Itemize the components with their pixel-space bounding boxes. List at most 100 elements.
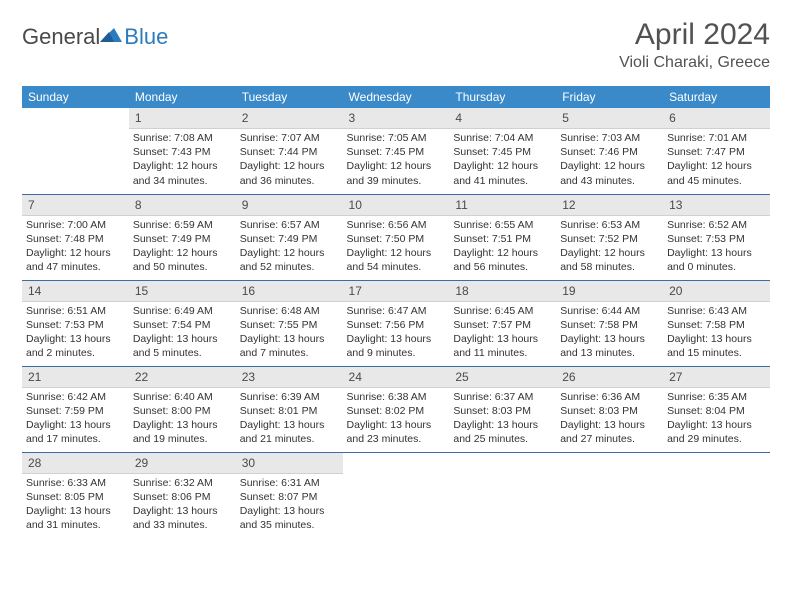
day-details: Sunrise: 7:08 AMSunset: 7:43 PMDaylight:… [129,129,236,192]
day-details: Sunrise: 6:51 AMSunset: 7:53 PMDaylight:… [22,302,129,365]
sunset-line: Sunset: 8:01 PM [240,404,339,418]
day-header: Saturday [663,86,770,108]
calendar-cell: 13Sunrise: 6:52 AMSunset: 7:53 PMDayligh… [663,194,770,280]
calendar-cell: 19Sunrise: 6:44 AMSunset: 7:58 PMDayligh… [556,280,663,366]
calendar-week-row: 14Sunrise: 6:51 AMSunset: 7:53 PMDayligh… [22,280,770,366]
sunrise-line: Sunrise: 7:08 AM [133,131,232,145]
daylight-line: Daylight: 12 hours and 45 minutes. [667,159,766,187]
calendar-cell: 28Sunrise: 6:33 AMSunset: 8:05 PMDayligh… [22,452,129,538]
sunset-line: Sunset: 7:49 PM [240,232,339,246]
calendar-cell: 1Sunrise: 7:08 AMSunset: 7:43 PMDaylight… [129,108,236,194]
day-number: 1 [129,108,236,129]
sunset-line: Sunset: 7:49 PM [133,232,232,246]
calendar-cell: 7Sunrise: 7:00 AMSunset: 7:48 PMDaylight… [22,194,129,280]
calendar-body: 1Sunrise: 7:08 AMSunset: 7:43 PMDaylight… [22,108,770,538]
day-number: 22 [129,367,236,388]
calendar-cell: 11Sunrise: 6:55 AMSunset: 7:51 PMDayligh… [449,194,556,280]
day-details: Sunrise: 6:39 AMSunset: 8:01 PMDaylight:… [236,388,343,451]
day-number: 2 [236,108,343,129]
day-details: Sunrise: 6:42 AMSunset: 7:59 PMDaylight:… [22,388,129,451]
calendar-cell: 26Sunrise: 6:36 AMSunset: 8:03 PMDayligh… [556,366,663,452]
day-details: Sunrise: 7:07 AMSunset: 7:44 PMDaylight:… [236,129,343,192]
daylight-line: Daylight: 13 hours and 2 minutes. [26,332,125,360]
day-details: Sunrise: 6:45 AMSunset: 7:57 PMDaylight:… [449,302,556,365]
day-number: 10 [343,195,450,216]
sunrise-line: Sunrise: 6:45 AM [453,304,552,318]
sunrise-line: Sunrise: 6:33 AM [26,476,125,490]
day-details: Sunrise: 7:04 AMSunset: 7:45 PMDaylight:… [449,129,556,192]
day-number: 7 [22,195,129,216]
header: General Blue April 2024 Violi Charaki, G… [22,18,770,72]
day-details: Sunrise: 6:55 AMSunset: 7:51 PMDaylight:… [449,216,556,279]
sunrise-line: Sunrise: 7:04 AM [453,131,552,145]
daylight-line: Daylight: 13 hours and 9 minutes. [347,332,446,360]
day-number: 13 [663,195,770,216]
sunset-line: Sunset: 8:00 PM [133,404,232,418]
day-number: 23 [236,367,343,388]
calendar-cell: 3Sunrise: 7:05 AMSunset: 7:45 PMDaylight… [343,108,450,194]
calendar-cell [22,108,129,194]
sunset-line: Sunset: 7:59 PM [26,404,125,418]
logo-triangle-icon [100,26,122,49]
day-details: Sunrise: 6:38 AMSunset: 8:02 PMDaylight:… [343,388,450,451]
day-number: 19 [556,281,663,302]
daylight-line: Daylight: 13 hours and 25 minutes. [453,418,552,446]
day-number: 6 [663,108,770,129]
month-title: April 2024 [619,18,770,52]
sunset-line: Sunset: 7:48 PM [26,232,125,246]
day-number: 8 [129,195,236,216]
day-details: Sunrise: 6:52 AMSunset: 7:53 PMDaylight:… [663,216,770,279]
day-details: Sunrise: 6:37 AMSunset: 8:03 PMDaylight:… [449,388,556,451]
calendar-week-row: 1Sunrise: 7:08 AMSunset: 7:43 PMDaylight… [22,108,770,194]
daylight-line: Daylight: 12 hours and 58 minutes. [560,246,659,274]
calendar-cell: 30Sunrise: 6:31 AMSunset: 8:07 PMDayligh… [236,452,343,538]
sunrise-line: Sunrise: 6:48 AM [240,304,339,318]
calendar-week-row: 7Sunrise: 7:00 AMSunset: 7:48 PMDaylight… [22,194,770,280]
daylight-line: Daylight: 13 hours and 15 minutes. [667,332,766,360]
daylight-line: Daylight: 13 hours and 33 minutes. [133,504,232,532]
daylight-line: Daylight: 12 hours and 34 minutes. [133,159,232,187]
day-number: 4 [449,108,556,129]
day-details: Sunrise: 6:40 AMSunset: 8:00 PMDaylight:… [129,388,236,451]
day-header: Wednesday [343,86,450,108]
daylight-line: Daylight: 12 hours and 52 minutes. [240,246,339,274]
sunset-line: Sunset: 7:53 PM [667,232,766,246]
day-header: Thursday [449,86,556,108]
sunset-line: Sunset: 8:03 PM [453,404,552,418]
day-header: Tuesday [236,86,343,108]
calendar-cell: 6Sunrise: 7:01 AMSunset: 7:47 PMDaylight… [663,108,770,194]
sunrise-line: Sunrise: 6:55 AM [453,218,552,232]
daylight-line: Daylight: 12 hours and 43 minutes. [560,159,659,187]
calendar-cell: 8Sunrise: 6:59 AMSunset: 7:49 PMDaylight… [129,194,236,280]
day-number: 15 [129,281,236,302]
calendar-cell: 21Sunrise: 6:42 AMSunset: 7:59 PMDayligh… [22,366,129,452]
calendar-cell: 17Sunrise: 6:47 AMSunset: 7:56 PMDayligh… [343,280,450,366]
day-details: Sunrise: 6:33 AMSunset: 8:05 PMDaylight:… [22,474,129,537]
day-details: Sunrise: 6:47 AMSunset: 7:56 PMDaylight:… [343,302,450,365]
day-number: 17 [343,281,450,302]
sunset-line: Sunset: 7:54 PM [133,318,232,332]
day-details: Sunrise: 6:59 AMSunset: 7:49 PMDaylight:… [129,216,236,279]
day-header: Sunday [22,86,129,108]
sunrise-line: Sunrise: 6:35 AM [667,390,766,404]
day-number: 27 [663,367,770,388]
calendar-cell: 16Sunrise: 6:48 AMSunset: 7:55 PMDayligh… [236,280,343,366]
calendar-cell [343,452,450,538]
sunrise-line: Sunrise: 6:47 AM [347,304,446,318]
sunset-line: Sunset: 8:05 PM [26,490,125,504]
day-number: 30 [236,453,343,474]
sunset-line: Sunset: 7:50 PM [347,232,446,246]
daylight-line: Daylight: 13 hours and 13 minutes. [560,332,659,360]
day-details: Sunrise: 7:05 AMSunset: 7:45 PMDaylight:… [343,129,450,192]
day-number: 11 [449,195,556,216]
day-details: Sunrise: 6:43 AMSunset: 7:58 PMDaylight:… [663,302,770,365]
day-details: Sunrise: 6:48 AMSunset: 7:55 PMDaylight:… [236,302,343,365]
day-number: 12 [556,195,663,216]
day-details: Sunrise: 6:56 AMSunset: 7:50 PMDaylight:… [343,216,450,279]
day-number: 28 [22,453,129,474]
sunset-line: Sunset: 7:43 PM [133,145,232,159]
sunset-line: Sunset: 8:03 PM [560,404,659,418]
sunrise-line: Sunrise: 6:59 AM [133,218,232,232]
daylight-line: Daylight: 13 hours and 21 minutes. [240,418,339,446]
calendar-cell: 2Sunrise: 7:07 AMSunset: 7:44 PMDaylight… [236,108,343,194]
